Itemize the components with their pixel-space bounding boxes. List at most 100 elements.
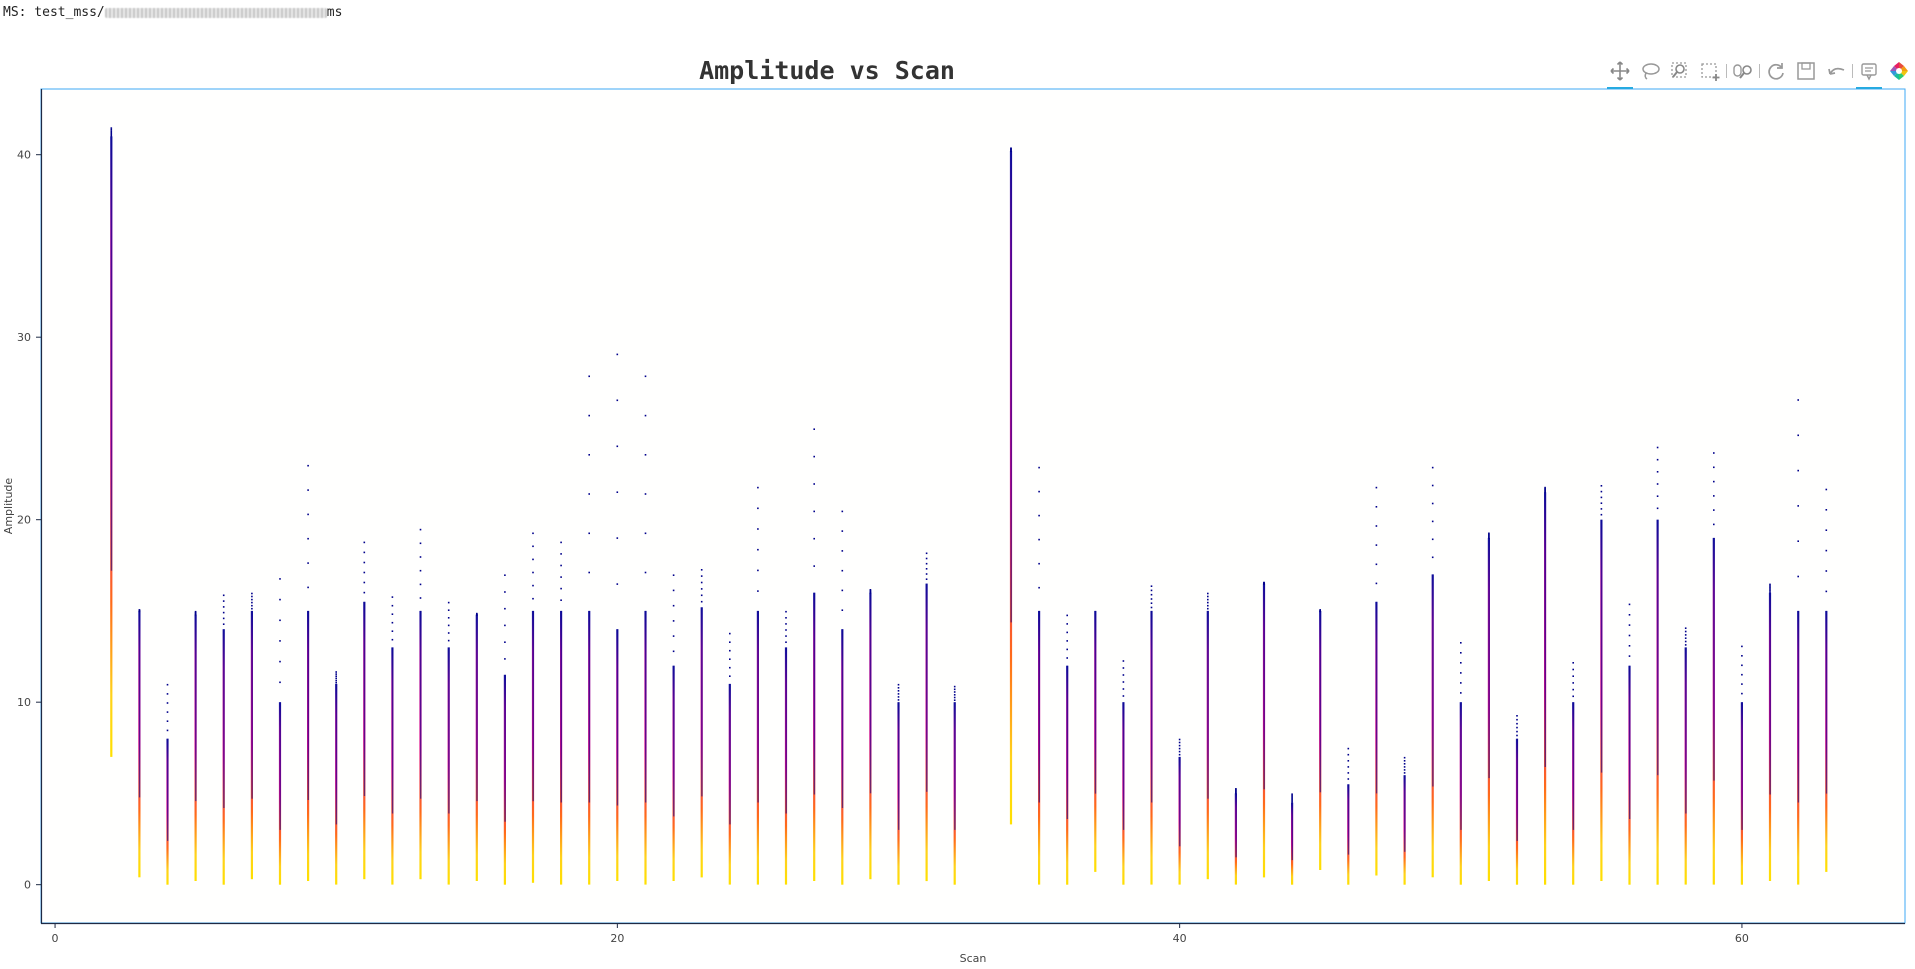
box-select-button[interactable] [1696, 57, 1724, 85]
scan-15-points [475, 612, 478, 881]
outlier-point [166, 693, 169, 695]
pan-tool-button[interactable] [1606, 57, 1634, 89]
scan-30-sparse-points [898, 702, 900, 830]
scan-23-points [700, 569, 703, 878]
outlier-point [700, 581, 703, 584]
outlier-point [1516, 734, 1518, 737]
outlier-point [1178, 747, 1181, 750]
outlier-point [1460, 652, 1462, 654]
outlier-point [1684, 637, 1687, 639]
scan-13-sparse-points [420, 610, 422, 799]
outlier-point [307, 537, 309, 540]
outlier-point [335, 679, 337, 682]
scan-9-points [307, 464, 310, 881]
reset-button[interactable] [1762, 57, 1790, 85]
outlier-point [419, 542, 422, 545]
outlier-point [1713, 452, 1715, 454]
outlier-point [1066, 623, 1068, 625]
outlier-point [644, 571, 647, 574]
outlier-point [1122, 667, 1125, 669]
bokeh-logo-button[interactable] [1885, 57, 1913, 85]
outlier-point [841, 569, 844, 572]
outlier-point [391, 621, 394, 624]
outlier-point [447, 632, 450, 634]
outlier-point [1403, 769, 1406, 771]
save-button[interactable] [1792, 57, 1820, 85]
outlier-point [391, 613, 394, 615]
outlier-point [1403, 760, 1406, 762]
outlier-point [616, 537, 619, 539]
scan-45-points [1319, 609, 1322, 870]
scan-22-points [672, 574, 675, 881]
outlier-point [222, 617, 225, 620]
outlier-point [1825, 590, 1828, 593]
outlier-point [897, 696, 900, 698]
outlier-point [419, 528, 422, 531]
outlier-point [1684, 630, 1687, 633]
chart-toolbar [1606, 56, 1915, 89]
wheel-zoom-button[interactable] [1729, 57, 1757, 85]
outlier-point [729, 641, 731, 643]
outlier-point [1291, 793, 1293, 795]
undo-button[interactable] [1822, 57, 1850, 85]
outlier-point [363, 591, 366, 594]
scan-20-points [616, 353, 619, 881]
outlier-point [335, 681, 337, 684]
outlier-point [1178, 738, 1181, 741]
outlier-point [363, 551, 366, 554]
outlier-point [757, 590, 759, 592]
outlier-point [672, 589, 675, 592]
outlier-point [1207, 607, 1209, 610]
outlier-point [813, 537, 815, 540]
save-icon [1797, 62, 1815, 80]
outlier-point [1431, 484, 1434, 487]
outlier-point [1207, 604, 1209, 607]
scan-14-points [447, 601, 450, 885]
scan-61-sparse-points [1769, 592, 1771, 795]
outlier-point [1150, 602, 1153, 604]
scan-40-points [1178, 738, 1181, 885]
scan-46-points [1347, 747, 1350, 885]
y-tick-label: 40 [17, 149, 31, 162]
outlier-point [644, 454, 647, 456]
outlier-point [1488, 534, 1490, 536]
scan-37-points [1094, 610, 1097, 872]
outlier-point [194, 610, 197, 613]
outlier-point [869, 589, 872, 591]
scan-48-points [1403, 756, 1406, 885]
outlier-point [785, 610, 787, 613]
outlier-point [1713, 523, 1715, 526]
outlier-point [279, 660, 281, 663]
outlier-point [1713, 495, 1715, 497]
scan-16-sparse-points [504, 674, 506, 822]
scan-10-points [335, 671, 338, 885]
outlier-point [1291, 798, 1293, 800]
lasso-select-button[interactable] [1636, 57, 1664, 85]
box-zoom-button[interactable] [1666, 57, 1694, 85]
outlier-point [1375, 544, 1378, 546]
outlier-point [813, 455, 815, 458]
scan-17-points [531, 532, 535, 883]
outlier-point [785, 623, 787, 625]
outlier-point [1235, 788, 1237, 791]
outlier-point [307, 489, 309, 491]
y-tick-label: 10 [17, 696, 31, 709]
outlier-point [251, 607, 253, 610]
scan-12-points [391, 596, 394, 885]
outlier-point [504, 641, 506, 643]
outlier-point [1797, 469, 1799, 472]
outlier-point [1235, 788, 1237, 790]
outlier-point [925, 573, 928, 575]
scan-8-points [278, 578, 282, 885]
outlier-point [1628, 624, 1631, 626]
outlier-point [110, 133, 113, 135]
outlier-point [1010, 147, 1012, 149]
outlier-point [560, 564, 562, 567]
scan-25-sparse-points [757, 610, 759, 803]
outlier-point [1628, 603, 1631, 606]
outlier-point [1150, 606, 1153, 609]
hover-tooltip-button[interactable] [1855, 57, 1883, 89]
scan-19-points [588, 375, 591, 885]
outlier-point [504, 624, 506, 627]
